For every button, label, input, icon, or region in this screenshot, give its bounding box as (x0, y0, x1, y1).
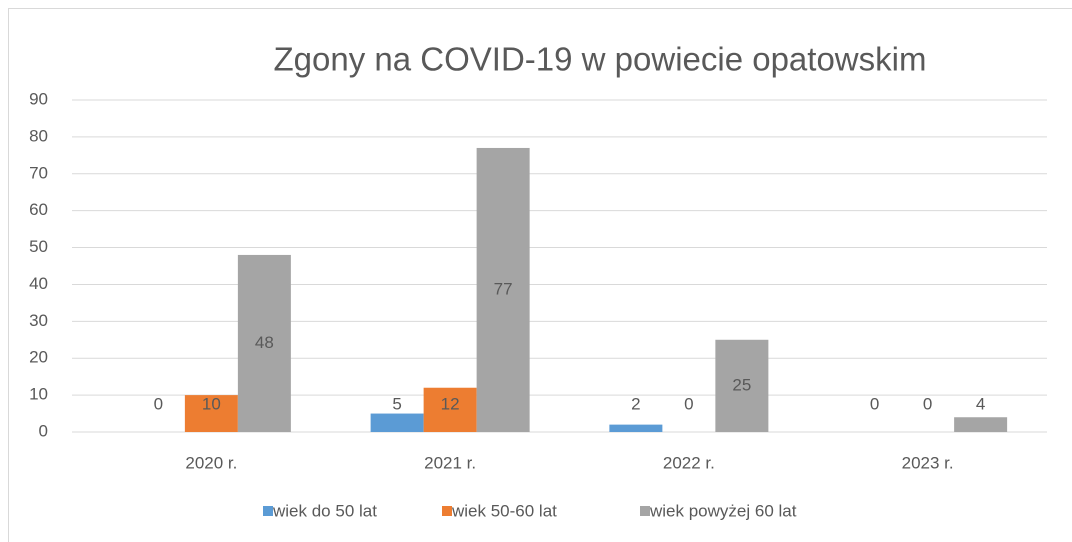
y-tick-label: 90 (29, 89, 48, 108)
legend-label: wiek do 50 lat (272, 501, 377, 520)
x-tick-label: 2022 r. (663, 453, 715, 472)
y-tick-label: 80 (29, 126, 48, 145)
y-tick-label: 0 (39, 421, 48, 440)
data-label: 12 (441, 394, 460, 413)
bar (237, 254, 291, 432)
data-label: 10 (202, 394, 221, 413)
x-tick-label: 2023 r. (902, 453, 954, 472)
y-tick-label: 30 (29, 311, 48, 330)
data-label: 0 (923, 394, 932, 413)
y-tick-label: 40 (29, 274, 48, 293)
data-label: 5 (392, 394, 401, 413)
legend-swatch (263, 506, 273, 516)
y-tick-label: 60 (29, 200, 48, 219)
y-tick-label: 70 (29, 163, 48, 182)
y-tick-label: 10 (29, 385, 48, 404)
data-label: 25 (732, 375, 751, 394)
y-tick-label: 20 (29, 348, 48, 367)
x-tick-label: 2021 r. (424, 453, 476, 472)
legend-label: wiek powyżej 60 lat (649, 501, 797, 520)
data-label: 0 (684, 394, 693, 413)
legend-swatch (442, 506, 452, 516)
bar (715, 339, 769, 432)
legend-label: wiek 50-60 lat (451, 501, 557, 520)
data-label: 2 (631, 394, 640, 413)
data-label: 0 (870, 394, 879, 413)
bar (609, 424, 663, 432)
bar (423, 387, 477, 432)
chart-frame (8, 8, 1072, 542)
bar (476, 147, 530, 432)
bar (184, 395, 238, 432)
legend-swatch (640, 506, 650, 516)
bar (370, 413, 424, 432)
chart-title: Zgony na COVID-19 w powiecie opatowskim (274, 41, 927, 78)
y-tick-label: 50 (29, 237, 48, 256)
bar (954, 417, 1008, 432)
data-label: 77 (494, 279, 513, 298)
data-label: 4 (976, 394, 985, 413)
data-label: 48 (255, 333, 274, 352)
x-tick-label: 2020 r. (185, 453, 237, 472)
data-label: 0 (154, 394, 163, 413)
